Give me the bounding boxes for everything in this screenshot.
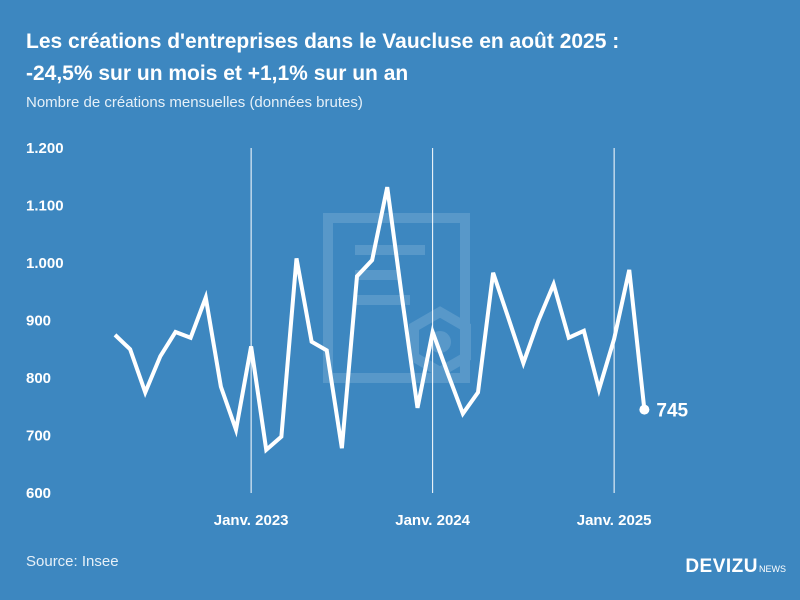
chart-subtitle: Nombre de créations mensuelles (données … (26, 94, 363, 111)
last-value-label: 745 (656, 401, 688, 422)
chart-title-line-1: Les créations d'entreprises dans le Vauc… (26, 30, 620, 53)
watermark-logo-icon (323, 213, 471, 383)
y-tick-label: 700 (26, 428, 51, 445)
series-line (113, 186, 647, 454)
x-tick-label: Janv. 2024 (395, 512, 470, 529)
y-tick-label: 1.100 (26, 198, 64, 215)
chart-title-line-2: -24,5% sur un mois et +1,1% sur un an (26, 62, 409, 85)
y-tick-label: 600 (26, 485, 51, 502)
brand-suffix: NEWS (759, 564, 786, 574)
last-value-marker (639, 404, 650, 415)
y-tick-label: 1.200 (26, 140, 64, 157)
y-tick-label: 800 (26, 370, 51, 387)
brand-logo: DEVIZUNEWS (685, 556, 786, 578)
x-tick-label: Janv. 2025 (577, 512, 652, 529)
chart-title: Les créations d'entreprises dans le Vauc… (26, 26, 786, 90)
y-tick-label: 1.000 (26, 255, 64, 272)
brand-name: DEVIZU (685, 556, 758, 577)
y-tick-label: 900 (26, 313, 51, 330)
source-note: Source: Insee (26, 553, 119, 570)
x-tick-label: Janv. 2023 (214, 512, 289, 529)
